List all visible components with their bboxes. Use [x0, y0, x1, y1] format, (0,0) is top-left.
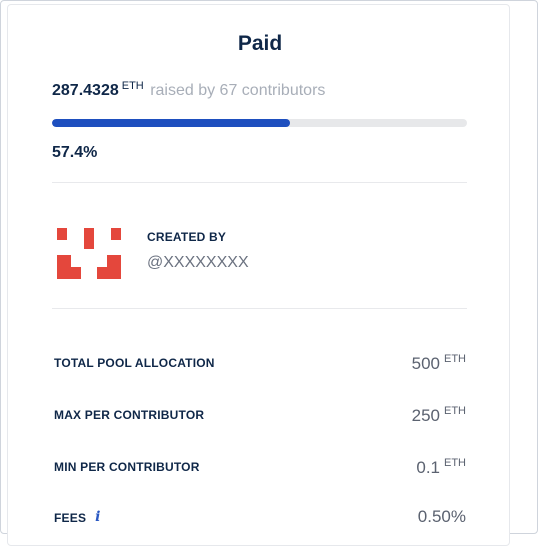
divider	[52, 308, 467, 309]
value-unit: ETH	[444, 457, 466, 469]
total-pool-allocation-value: 500 ETH	[411, 353, 466, 374]
fees-label: FEES i	[54, 509, 101, 526]
creator-handle[interactable]: @XXXXXXXX	[147, 254, 249, 271]
value-unit: ETH	[444, 405, 466, 417]
fees-value: 0.50%	[418, 507, 466, 527]
total-pool-allocation-label: TOTAL POOL ALLOCATION	[54, 356, 215, 370]
max-per-contributor-value: 250 ETH	[411, 405, 466, 426]
value-text: 0.1	[416, 458, 440, 477]
creator-avatar-icon	[57, 228, 121, 279]
value-text: 250	[411, 406, 440, 425]
raised-amount: 287.4328	[52, 82, 119, 99]
raise-percent: 57.4%	[52, 144, 98, 161]
max-per-contributor-label: MAX PER CONTRIBUTOR	[54, 408, 205, 422]
raised-description: raised by 67 contributors	[150, 82, 326, 99]
value-unit: ETH	[444, 353, 466, 365]
created-by-label: CREATED BY	[147, 230, 227, 244]
pool-status-title: Paid	[237, 32, 283, 55]
fees-label-text: FEES	[54, 511, 87, 525]
divider	[52, 182, 467, 183]
value-text: 500	[411, 354, 440, 373]
raised-unit: ETH	[121, 80, 144, 92]
raised-summary: 287.4328 ETH raised by 67 contributors	[52, 80, 326, 100]
min-per-contributor-label: MIN PER CONTRIBUTOR	[54, 460, 200, 474]
value-text: 0.50%	[417, 507, 466, 526]
min-per-contributor-value: 0.1 ETH	[416, 457, 466, 478]
info-icon[interactable]: i	[95, 509, 101, 525]
raise-progress-fill	[52, 119, 291, 127]
raise-progress-bar	[52, 119, 467, 127]
